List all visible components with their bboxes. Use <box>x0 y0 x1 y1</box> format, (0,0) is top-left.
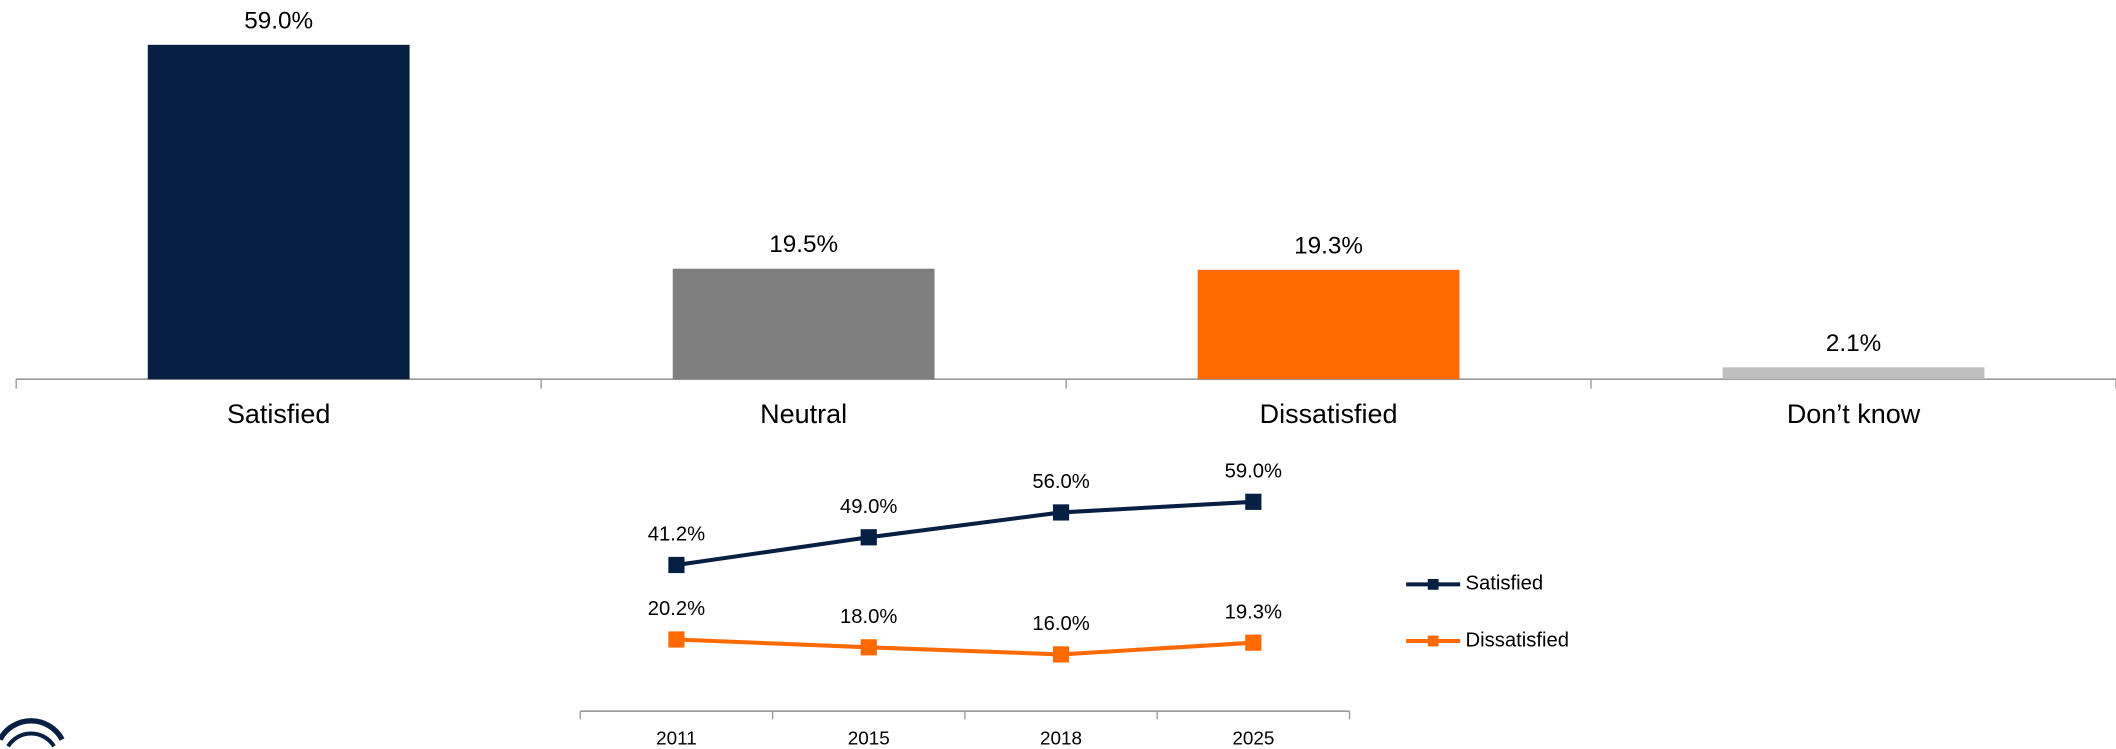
legend-label: Satisfied <box>1466 573 1544 595</box>
point <box>1052 646 1070 663</box>
x-tick-label: 2015 <box>848 729 890 749</box>
x-tick-label: 2025 <box>1232 729 1274 749</box>
data-label: 19.3% <box>1225 601 1282 623</box>
x-tick-label: Don’t know <box>1787 399 1921 429</box>
data-label: 59.0% <box>1225 460 1282 482</box>
x-tick-label: Neutral <box>760 399 847 429</box>
point <box>668 556 685 574</box>
point <box>1052 504 1070 521</box>
bar <box>672 268 935 380</box>
x-tick-label: Satisfied <box>227 399 330 429</box>
point <box>668 631 685 648</box>
bar <box>1722 367 1985 380</box>
point <box>860 639 877 656</box>
legend-label: Dissatisfied <box>1466 629 1569 651</box>
legend-marker <box>1427 578 1439 590</box>
logo <box>0 718 65 741</box>
data-label: 2.1% <box>1826 330 1881 357</box>
data-label: 49.0% <box>840 496 897 518</box>
point <box>1245 493 1262 510</box>
bar <box>1197 269 1460 380</box>
logo <box>6 731 56 748</box>
bar <box>147 44 410 380</box>
data-label: 59.0% <box>244 7 313 34</box>
data-label: 41.2% <box>648 524 705 546</box>
x-tick-label: Dissatisfied <box>1260 399 1398 429</box>
data-label: 19.3% <box>1294 232 1363 259</box>
point <box>1245 634 1262 651</box>
x-tick-label: 2018 <box>1040 729 1082 749</box>
x-tick-label: 2011 <box>656 729 697 749</box>
point <box>860 529 877 546</box>
data-label: 16.0% <box>1032 613 1089 635</box>
data-label: 19.5% <box>769 231 838 258</box>
data-label: 56.0% <box>1032 471 1089 493</box>
legend-marker <box>1427 635 1439 647</box>
data-label: 20.2% <box>648 598 705 620</box>
line <box>676 499 1254 567</box>
data-label: 18.0% <box>840 606 897 628</box>
line <box>676 637 1254 657</box>
